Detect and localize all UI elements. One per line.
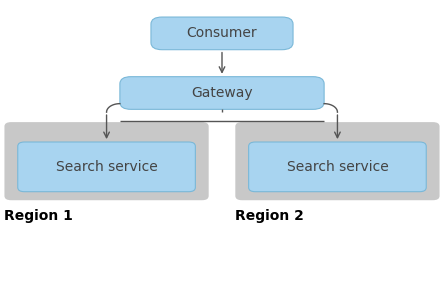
Text: Region 2: Region 2: [235, 209, 304, 223]
Text: Search service: Search service: [56, 160, 158, 174]
FancyBboxPatch shape: [18, 142, 195, 192]
Text: Search service: Search service: [286, 160, 388, 174]
FancyBboxPatch shape: [235, 122, 440, 200]
Text: Gateway: Gateway: [191, 86, 253, 100]
Text: Consumer: Consumer: [186, 26, 258, 40]
FancyBboxPatch shape: [4, 122, 209, 200]
FancyBboxPatch shape: [151, 17, 293, 50]
Text: Region 1: Region 1: [4, 209, 73, 223]
FancyBboxPatch shape: [120, 77, 324, 109]
FancyBboxPatch shape: [249, 142, 426, 192]
